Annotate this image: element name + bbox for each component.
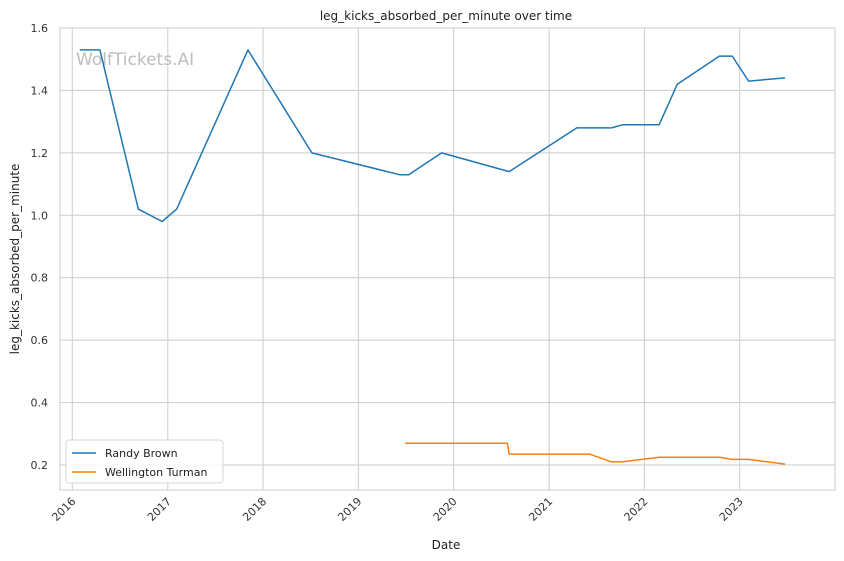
y-tick-label: 0.2 bbox=[31, 459, 49, 472]
chart-title: leg_kicks_absorbed_per_minute over time bbox=[320, 9, 572, 23]
y-tick-label: 1.2 bbox=[31, 147, 49, 160]
series-line-wellington-turman bbox=[405, 442, 786, 465]
watermark: WolfTickets.AI bbox=[76, 50, 194, 70]
series-lines bbox=[79, 49, 786, 465]
y-tick-label: 0.4 bbox=[31, 397, 49, 410]
y-tick-label: 1.4 bbox=[31, 84, 49, 97]
x-axis-label: Date bbox=[432, 538, 461, 552]
legend-box bbox=[65, 439, 224, 484]
legend-label: Randy Brown bbox=[105, 447, 178, 460]
y-tick-label: 0.8 bbox=[31, 272, 49, 285]
legend-label: Wellington Turman bbox=[105, 466, 207, 479]
legend: Randy Brown Wellington Turman bbox=[65, 439, 224, 484]
y-tick-label: 1.6 bbox=[31, 22, 49, 35]
y-axis-ticks: 0.2 0.4 0.6 0.8 1.0 1.2 1.4 1.6 bbox=[31, 22, 49, 472]
y-axis-label: leg_kicks_absorbed_per_minute bbox=[8, 164, 22, 355]
y-tick-label: 0.6 bbox=[31, 334, 49, 347]
y-tick-label: 1.0 bbox=[31, 209, 49, 222]
series-line-randy-brown bbox=[79, 49, 786, 223]
plot-area-frame bbox=[59, 27, 836, 491]
